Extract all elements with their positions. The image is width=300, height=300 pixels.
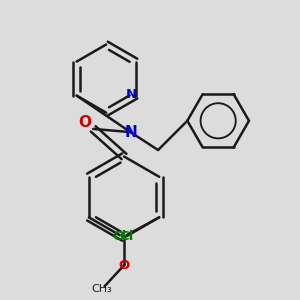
Text: Cl: Cl [112,230,127,243]
Text: N: N [124,124,137,140]
Text: N: N [125,88,136,100]
Text: O: O [79,115,92,130]
Text: O: O [118,259,130,272]
Text: CH₃: CH₃ [91,284,112,294]
Text: Cl: Cl [119,230,133,243]
